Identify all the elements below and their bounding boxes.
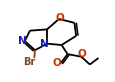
- Text: O: O: [77, 49, 86, 59]
- Text: Br: Br: [23, 57, 35, 67]
- Text: O: O: [52, 58, 61, 68]
- Text: O: O: [55, 13, 64, 23]
- Text: N: N: [40, 39, 48, 49]
- Text: N: N: [18, 36, 26, 46]
